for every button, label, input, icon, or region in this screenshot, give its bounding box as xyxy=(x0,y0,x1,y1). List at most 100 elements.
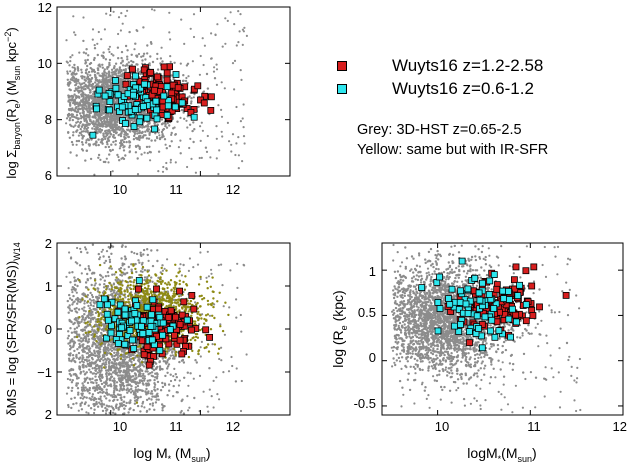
x-tick-label: 10 xyxy=(113,182,127,197)
grey-outlier-point xyxy=(238,30,241,33)
grey-outlier-point xyxy=(191,60,194,63)
grey-data-point xyxy=(192,121,195,124)
grey-data-point xyxy=(109,290,113,293)
grey-data-point xyxy=(70,389,74,392)
grey-data-point xyxy=(84,52,88,55)
grey-data-point xyxy=(74,310,78,313)
grey-outlier-point xyxy=(198,73,201,76)
grey-outlier-point xyxy=(165,161,168,165)
grey-data-point xyxy=(153,383,157,386)
grey-outlier-point xyxy=(156,57,159,61)
grey-data-point xyxy=(79,120,83,124)
grey-data-point xyxy=(86,381,90,385)
grey-data-point xyxy=(67,96,71,99)
grey-data-point xyxy=(99,111,102,115)
grey-data-point xyxy=(73,341,77,344)
y-tick-label: 8 xyxy=(45,112,52,127)
grey-data-point xyxy=(165,147,168,150)
grey-data-point xyxy=(118,361,122,364)
grey-outlier-point xyxy=(198,156,201,160)
grey-data-point xyxy=(112,54,115,57)
grey-outlier-point xyxy=(117,155,120,159)
grey-outlier-point xyxy=(243,142,246,145)
grey-data-point xyxy=(111,124,114,128)
grey-data-point xyxy=(99,119,103,122)
grey-data-point xyxy=(86,138,90,141)
grey-data-point xyxy=(77,308,81,311)
grey-outlier-point xyxy=(186,165,189,169)
grey-data-point xyxy=(78,107,81,111)
grey-data-point xyxy=(136,132,139,135)
grey-data-point xyxy=(79,114,83,118)
grey-data-point xyxy=(110,267,113,270)
grey-outlier-point xyxy=(185,119,188,122)
grey-data-point xyxy=(88,377,92,380)
grey-data-point xyxy=(79,337,83,340)
grey-data-point xyxy=(154,132,157,135)
grey-data-point xyxy=(87,313,91,316)
grey-data-point xyxy=(99,65,102,68)
grey-data-point xyxy=(91,343,95,346)
grey-data-point xyxy=(101,66,105,69)
grey-outlier-point xyxy=(80,95,83,98)
grey-data-point xyxy=(126,55,129,58)
grey-data-point xyxy=(84,83,87,87)
grey-data-point xyxy=(84,339,87,343)
grey-data-point xyxy=(89,291,92,295)
grey-data-point xyxy=(180,108,184,112)
grey-outlier-point xyxy=(185,76,188,80)
grey-data-point xyxy=(82,384,85,387)
grey-data-point xyxy=(95,140,98,143)
grey-outlier-point xyxy=(71,66,74,69)
grey-data-point xyxy=(150,371,154,374)
grey-data-point xyxy=(136,68,140,71)
grey-data-point xyxy=(96,359,99,362)
grey-data-point xyxy=(116,398,119,402)
red-data-point xyxy=(129,65,136,73)
grey-outlier-point xyxy=(73,31,76,34)
grey-data-point xyxy=(66,299,70,303)
grey-data-point xyxy=(87,99,90,102)
grey-data-point xyxy=(128,374,131,377)
y-axis-label: log Σbaryon(Re) (Msun kpc−2) xyxy=(3,27,22,178)
grey-outlier-point xyxy=(202,90,206,93)
grey-data-point xyxy=(82,347,85,350)
grey-data-point xyxy=(138,261,141,264)
grey-data-point xyxy=(119,62,123,65)
grey-outlier-point xyxy=(173,126,176,129)
grey-data-point xyxy=(145,145,149,149)
grey-data-point xyxy=(109,118,112,121)
grey-data-point xyxy=(144,125,147,128)
grey-data-point xyxy=(79,370,83,374)
grey-data-point xyxy=(92,372,96,375)
grey-data-point xyxy=(77,69,80,72)
grey-outlier-point xyxy=(108,130,112,134)
grey-outlier-point xyxy=(65,39,68,42)
grey-data-point xyxy=(119,266,123,270)
grey-data-point xyxy=(95,76,98,79)
grey-data-point xyxy=(120,387,123,390)
grey-data-point xyxy=(107,78,111,82)
grey-data-point xyxy=(146,52,149,55)
grey-data-point xyxy=(107,65,110,69)
grey-outlier-point xyxy=(174,133,177,136)
grey-data-point xyxy=(119,87,123,90)
grey-data-point xyxy=(170,131,173,135)
grey-data-point xyxy=(124,378,128,382)
grey-data-point xyxy=(84,59,87,62)
grey-data-point xyxy=(127,135,130,139)
grey-data-point xyxy=(69,123,72,127)
cyan-data-point xyxy=(151,125,159,133)
grey-outlier-point xyxy=(121,22,124,25)
grey-data-point xyxy=(85,77,88,80)
cyan-data-point xyxy=(163,83,171,91)
grey-data-point xyxy=(85,94,88,98)
grey-data-point xyxy=(74,317,78,320)
grey-data-point xyxy=(127,265,130,269)
grey-data-point xyxy=(114,127,118,130)
grey-data-point xyxy=(94,81,97,84)
grey-outlier-point xyxy=(217,104,220,107)
grey-data-point xyxy=(73,89,76,93)
grey-data-point xyxy=(83,380,86,383)
grey-data-point xyxy=(87,54,90,57)
